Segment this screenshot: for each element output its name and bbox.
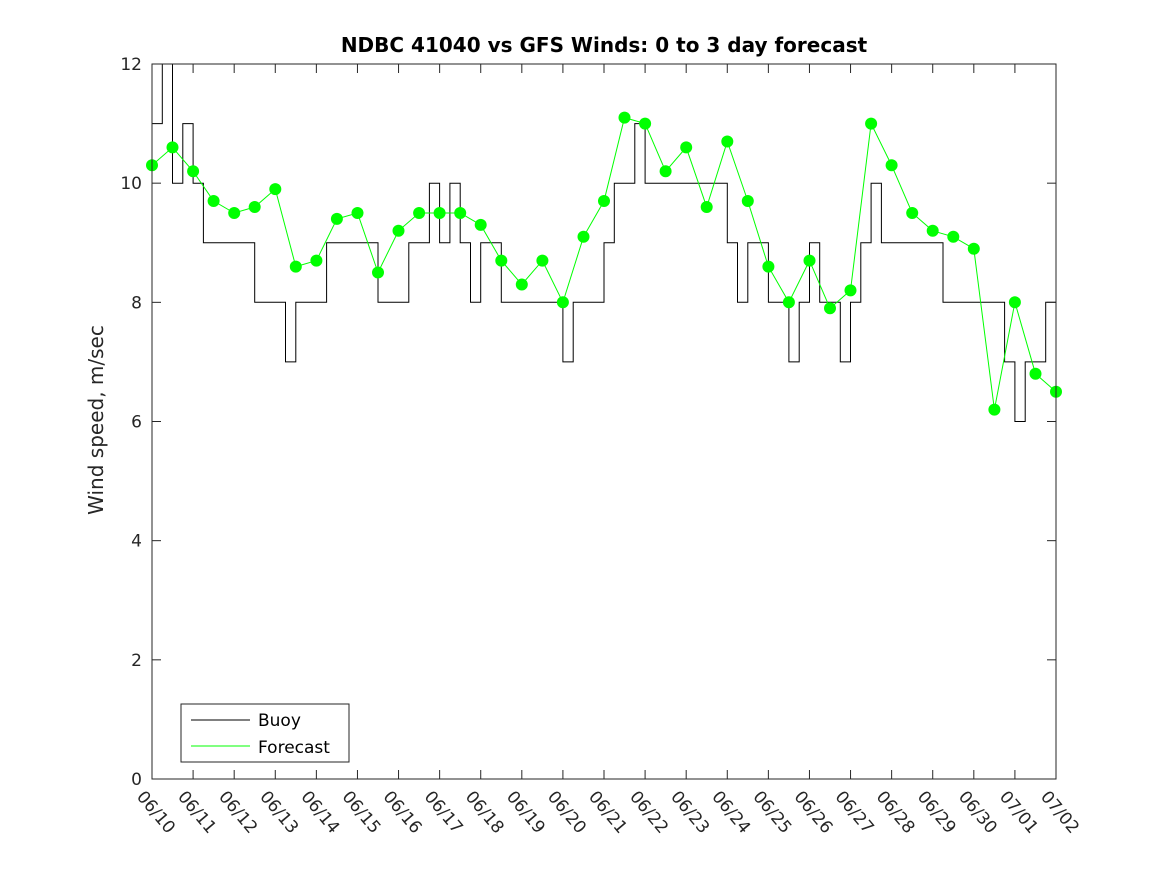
y-tick-label: 12 [120, 55, 142, 75]
y-tick-label: 10 [120, 174, 142, 194]
forecast-point [187, 165, 200, 178]
y-tick-label: 2 [131, 651, 142, 671]
forecast-point [926, 224, 939, 237]
forecast-point [556, 296, 569, 309]
forecast-point [824, 302, 836, 315]
x-tick-label: 06/12 [214, 787, 261, 837]
forecast-point [680, 141, 693, 154]
forecast-point [454, 207, 467, 219]
forecast-point [351, 207, 364, 219]
forecast-point [988, 403, 1001, 416]
forecast-point [372, 266, 384, 279]
x-tick-label: 06/23 [666, 787, 713, 837]
forecast-point [536, 254, 549, 267]
forecast-point [844, 284, 857, 297]
x-tick-label: 06/26 [790, 787, 837, 837]
forecast-point [269, 183, 282, 196]
forecast-point [310, 254, 323, 267]
legend-label-forecast: Forecast [258, 738, 330, 758]
x-tick-label: 06/30 [954, 787, 1001, 837]
forecast-point [413, 207, 426, 219]
forecast-point [885, 159, 898, 172]
y-tick-label: 6 [131, 413, 142, 433]
x-tick-label: 07/02 [1036, 787, 1083, 837]
x-tick-label: 06/20 [543, 787, 590, 837]
x-tick-label: 06/24 [707, 787, 754, 837]
x-tick-label: 06/25 [749, 787, 796, 837]
forecast-point [967, 242, 980, 255]
y-tick-label: 8 [131, 293, 142, 313]
y-tick-label: 0 [131, 770, 142, 790]
x-tick-label: 06/27 [831, 787, 878, 837]
forecast-point [803, 254, 816, 267]
x-tick-label: 07/01 [995, 787, 1042, 837]
forecast-point [700, 201, 713, 213]
forecast-point [166, 141, 179, 154]
forecast-point [639, 117, 652, 130]
series-line-buoy [152, 63, 1057, 422]
forecast-point [330, 212, 343, 225]
x-tick-label: 06/17 [420, 787, 467, 837]
forecast-point [433, 207, 446, 219]
forecast-point [782, 296, 795, 309]
forecast-point [392, 224, 405, 237]
x-tick-label: 06/10 [132, 787, 179, 837]
legend-box [180, 703, 350, 763]
forecast-point [474, 218, 487, 231]
x-tick-label: 06/29 [913, 787, 960, 837]
forecast-point [618, 111, 631, 124]
forecast-point [495, 254, 508, 267]
forecast-point [207, 195, 220, 207]
x-tick-label: 06/22 [625, 787, 672, 837]
x-tick-label: 06/21 [584, 787, 631, 837]
forecast-point [741, 195, 754, 207]
x-tick-label: 06/11 [173, 787, 220, 837]
forecast-point [228, 207, 241, 219]
plot-area [146, 63, 1062, 422]
forecast-point [906, 207, 919, 219]
x-tick-label: 06/14 [297, 787, 344, 837]
x-tick-label: 06/19 [502, 787, 549, 837]
x-tick-label: 06/13 [255, 787, 302, 837]
forecast-point [577, 230, 590, 243]
forecast-point [289, 260, 302, 273]
forecast-point [762, 260, 775, 273]
x-tick-label: 06/28 [872, 787, 919, 837]
forecast-point [1008, 296, 1021, 309]
legend-label-buoy: Buoy [258, 711, 301, 731]
y-tick-label: 4 [131, 532, 142, 552]
chart-title: NDBC 41040 vs GFS Winds: 0 to 3 day fore… [341, 33, 868, 57]
forecast-point [865, 117, 878, 130]
x-tick-label: 06/15 [338, 787, 385, 837]
forecast-point [515, 278, 528, 291]
forecast-point [598, 195, 610, 207]
x-tick-label: 06/16 [379, 787, 426, 837]
forecast-point [947, 230, 960, 243]
forecast-point [1029, 367, 1042, 380]
plot-frame [151, 63, 1057, 780]
forecast-point [721, 135, 734, 148]
y-axis-label: Wind speed, m/sec [84, 325, 108, 515]
forecast-point [659, 165, 672, 178]
legend: Buoy Forecast [180, 703, 350, 763]
forecast-point [248, 201, 261, 213]
x-tick-label: 06/18 [461, 787, 508, 837]
